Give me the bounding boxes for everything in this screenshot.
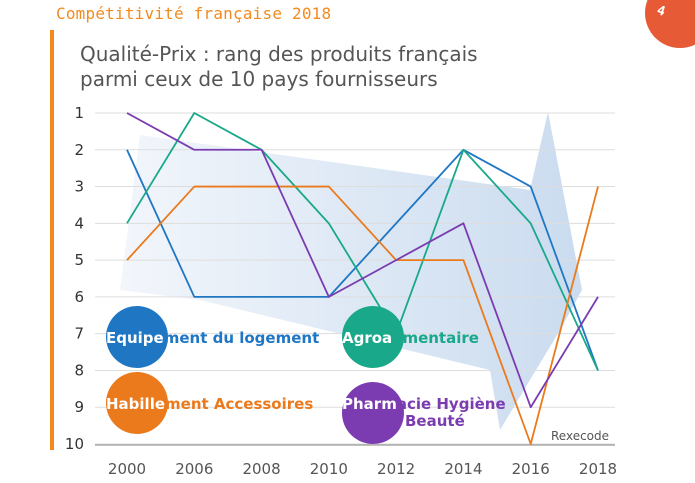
legend-label: Pharmacie Hygiène <box>342 395 506 413</box>
legend-label: Agroalimentaire <box>342 329 479 347</box>
legend-item-habillement-accessoires: Habillement Accessoires <box>106 372 313 434</box>
y-tick-label: 8 <box>74 361 84 379</box>
header-title: Compétitivité française 2018 <box>56 4 332 23</box>
x-tick-label: 2010 <box>310 460 348 478</box>
accent-bar <box>50 30 54 450</box>
chart-title-line-1: Qualité-Prix : rang des produits françai… <box>80 42 478 66</box>
x-tick-label: 2014 <box>444 460 482 478</box>
x-tick-label: 2000 <box>108 460 146 478</box>
chart-title: Qualité-Prix : rang des produits françai… <box>80 42 478 92</box>
legend: Equipement du logement Agroalimentaire Hab… <box>106 306 506 444</box>
y-tick-label: 9 <box>74 398 84 416</box>
legend-circle <box>106 372 168 434</box>
source-label: Rexecode <box>551 429 609 443</box>
x-tick-label: 2012 <box>377 460 415 478</box>
y-tick-label: 4 <box>74 214 84 232</box>
x-axis-ticks: 2000 2006 2008 2010 2012 2014 2016 2018 <box>108 460 617 478</box>
legend-circle <box>106 306 168 368</box>
x-tick-label: 2018 <box>579 460 617 478</box>
legend-circle <box>342 382 404 444</box>
series-lines <box>126 112 599 445</box>
y-axis-ticks: 1 2 3 4 5 6 7 8 9 10 <box>65 104 84 453</box>
y-tick-label: 2 <box>74 141 84 159</box>
x-tick-label: 2016 <box>512 460 550 478</box>
background-arrow-shape <box>120 112 582 430</box>
y-tick-label: 10 <box>65 435 84 453</box>
series-line-habillement-accessoires <box>126 185 599 445</box>
legend-label-line-2: Beauté <box>405 412 465 430</box>
y-tick-label: 5 <box>74 251 84 269</box>
legend-label: Equipement du logement <box>106 329 319 347</box>
legend-circle <box>342 306 404 368</box>
legend-item-agroalimentaire: Agroalimentaire <box>342 306 479 368</box>
series-line-equipement-du-logement <box>126 148 599 371</box>
chart-title-line-2: parmi ceux de 10 pays fournisseurs <box>80 67 438 91</box>
legend-item-equipement-du-logement: Equipement du logement <box>106 306 319 368</box>
x-tick-label: 2008 <box>242 460 280 478</box>
x-tick-label: 2006 <box>175 460 213 478</box>
series-line-pharmacie-hygiene-beaute <box>126 112 599 409</box>
y-tick-label: 6 <box>74 288 84 306</box>
y-tick-label: 3 <box>74 178 84 196</box>
y-tick-label: 7 <box>74 325 84 343</box>
legend-label: Habillement Accessoires <box>106 395 313 413</box>
y-tick-label: 1 <box>74 104 84 122</box>
background-arrow <box>120 112 582 430</box>
